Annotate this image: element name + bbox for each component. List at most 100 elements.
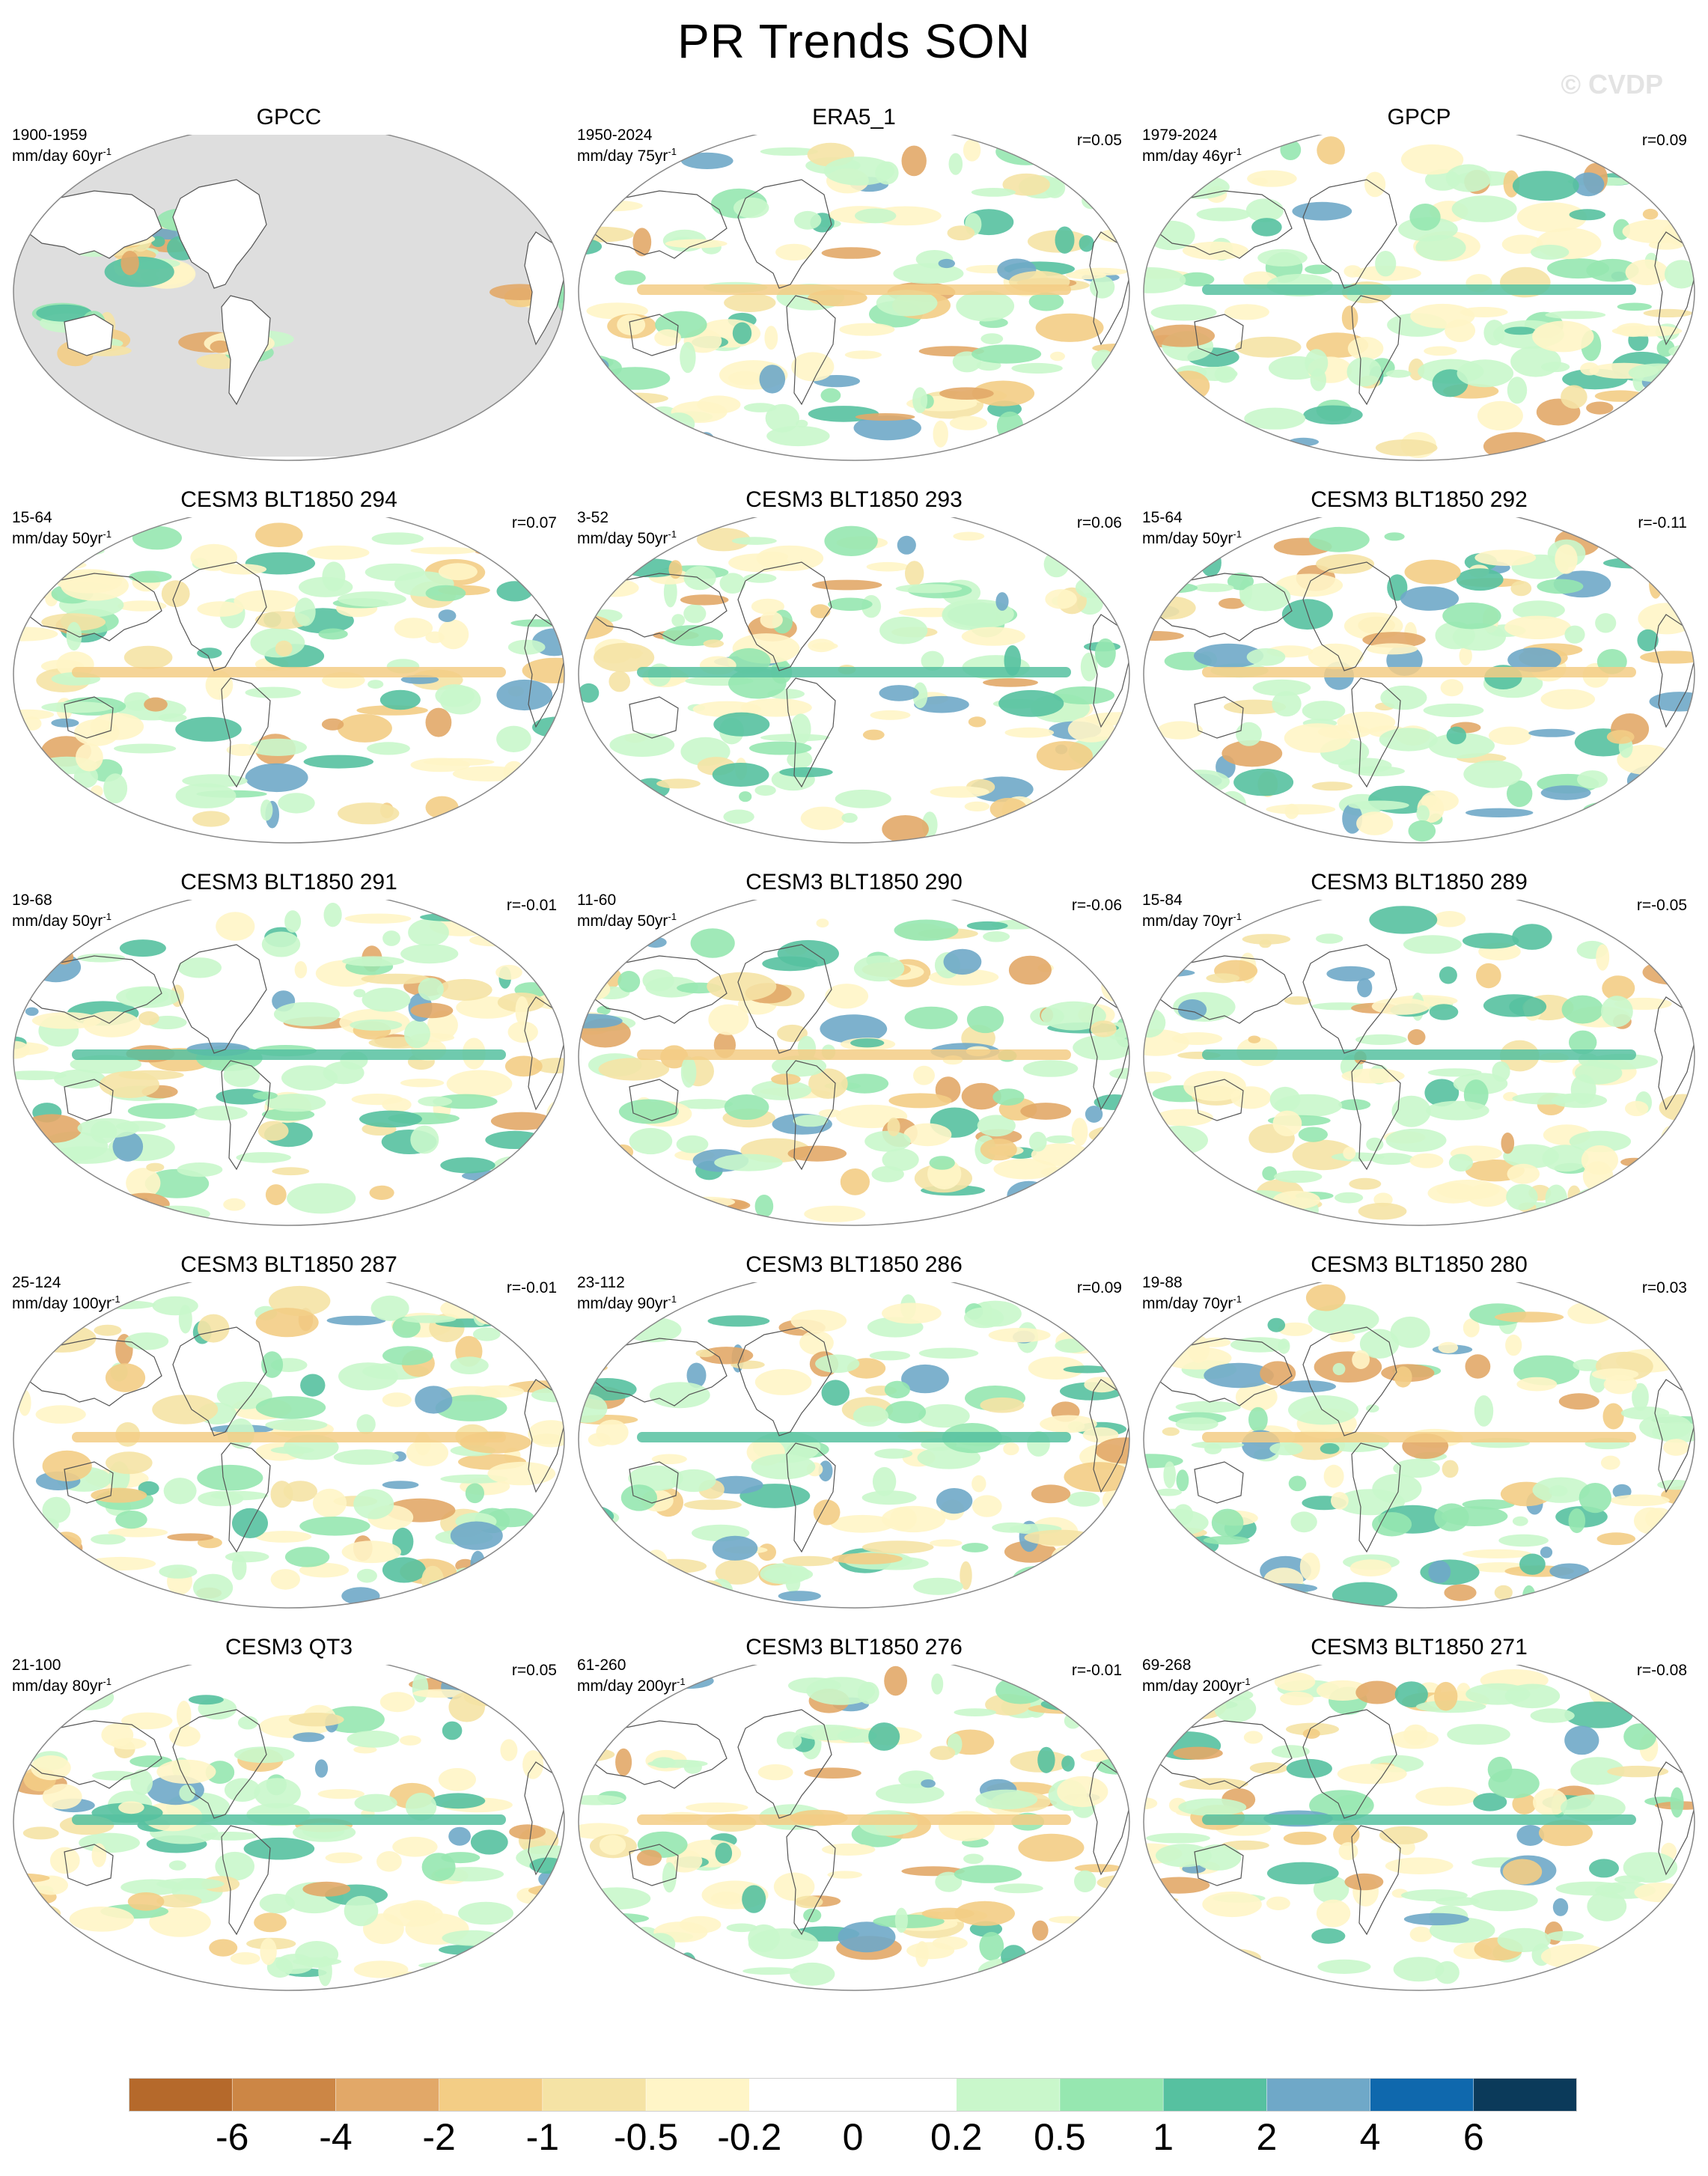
- trend-field: [579, 900, 1129, 1225]
- trend-patch: [1234, 1959, 1259, 1972]
- panel-units-base: mm/day 50yr: [1142, 530, 1233, 547]
- trend-patch: [101, 1723, 134, 1747]
- trend-patch: [1239, 582, 1291, 612]
- trend-patch: [1602, 1403, 1624, 1430]
- trend-patch: [1145, 596, 1196, 620]
- trend-patch: [1040, 1001, 1106, 1031]
- trend-patch: [680, 594, 729, 606]
- coastline: [71, 456, 522, 460]
- trend-patch: [1259, 939, 1272, 948]
- world-map: [13, 1282, 565, 1609]
- trend-patch: [1024, 1567, 1086, 1579]
- trend-patch: [318, 628, 348, 640]
- trend-patch: [1233, 768, 1294, 796]
- trend-patch: [1540, 1943, 1611, 1969]
- trend-patch: [1540, 689, 1596, 710]
- trend-patch: [850, 1038, 885, 1048]
- map-border: [13, 135, 565, 461]
- trend-patch: [146, 1162, 165, 1172]
- trend-patch: [1424, 1079, 1460, 1107]
- equatorial-band: [72, 667, 506, 677]
- trend-patch: [579, 1378, 637, 1401]
- page-title: PR Trends SON: [677, 14, 1031, 68]
- trend-patch: [1144, 370, 1180, 398]
- trend-patch: [1646, 802, 1694, 811]
- trend-patch: [1061, 1755, 1075, 1772]
- trend-patch: [980, 1139, 1017, 1161]
- coastline: [172, 561, 267, 671]
- trend-patch: [1400, 1889, 1468, 1901]
- panel-years: 1950-2024: [577, 127, 653, 144]
- trend-patch: [1266, 1862, 1339, 1885]
- trend-patch: [341, 1540, 401, 1564]
- trend-patch: [216, 912, 255, 941]
- trend-patch: [963, 138, 981, 162]
- map-border: [13, 1282, 565, 1609]
- trend-patch: [1603, 557, 1667, 569]
- trend-patch: [425, 631, 445, 644]
- trend-patch: [1502, 1859, 1543, 1885]
- equatorial-band: [72, 1049, 506, 1060]
- trend-patch: [579, 1394, 608, 1423]
- trend-patch: [906, 1942, 955, 1960]
- trend-patch: [708, 1004, 749, 1035]
- trend-patch: [1089, 275, 1115, 299]
- panel-title: CESM3 BLT1850 290: [745, 870, 963, 895]
- trend-patch: [1147, 1877, 1210, 1894]
- trend-patch: [1459, 646, 1472, 665]
- trend-patch: [1632, 1383, 1649, 1411]
- trend-patch: [1595, 613, 1617, 633]
- trend-patch: [647, 1759, 708, 1768]
- trend-patch: [887, 1118, 900, 1136]
- trend-patch: [872, 1466, 897, 1496]
- trend-patch: [1316, 554, 1375, 574]
- colorbar-label: -0.5: [613, 2116, 679, 2158]
- trend-patch: [603, 1938, 664, 1951]
- trend-patch: [210, 340, 231, 353]
- trend-patch: [1316, 1899, 1351, 1927]
- trend-patch: [1182, 241, 1248, 260]
- trend-patch: [754, 784, 776, 796]
- trend-patch: [410, 1002, 454, 1019]
- trend-patch: [31, 1755, 71, 1781]
- trend-patch: [1617, 302, 1652, 311]
- trend-patch: [707, 972, 777, 1002]
- trend-patch: [1633, 1507, 1667, 1535]
- trend-patch: [51, 718, 79, 728]
- trend-patch: [347, 1731, 400, 1748]
- trend-patch: [1596, 1532, 1635, 1546]
- trend-patch: [591, 579, 639, 597]
- trend-patch: [492, 1929, 541, 1954]
- trend-patch: [144, 697, 168, 712]
- trend-patch: [325, 1852, 363, 1864]
- trend-patch: [579, 773, 608, 795]
- trend-patch: [260, 799, 273, 821]
- trend-patch: [1075, 183, 1088, 195]
- trend-patch: [255, 1308, 319, 1338]
- equatorial-band: [637, 1432, 1071, 1442]
- coastline: [1194, 1461, 1244, 1504]
- panel-years: 61-260: [577, 1657, 626, 1674]
- trend-patch: [1206, 802, 1240, 813]
- trend-patch: [403, 1020, 430, 1049]
- panel-units-exponent: -1: [668, 528, 677, 540]
- trend-patch: [106, 1451, 153, 1475]
- trend-patch: [394, 618, 433, 639]
- trend-field: [579, 1665, 1129, 1990]
- trend-patch: [13, 932, 43, 950]
- trend-patch: [1670, 1787, 1684, 1818]
- trend-patch: [1385, 369, 1412, 378]
- trend-patch: [74, 719, 120, 746]
- trend-patch: [1442, 1460, 1459, 1478]
- trend-patch: [1569, 1130, 1632, 1153]
- trend-patch: [882, 1302, 942, 1324]
- trend-patch: [224, 1778, 260, 1802]
- trend-patch: [1408, 820, 1436, 842]
- panel-years: 25-124: [12, 1274, 61, 1291]
- trend-patch: [485, 1130, 545, 1149]
- trend-patch: [260, 1938, 277, 1966]
- trend-patch: [1403, 935, 1462, 954]
- trend-patch: [961, 627, 1025, 646]
- trend-patch: [818, 1109, 841, 1118]
- trend-patch: [579, 935, 617, 959]
